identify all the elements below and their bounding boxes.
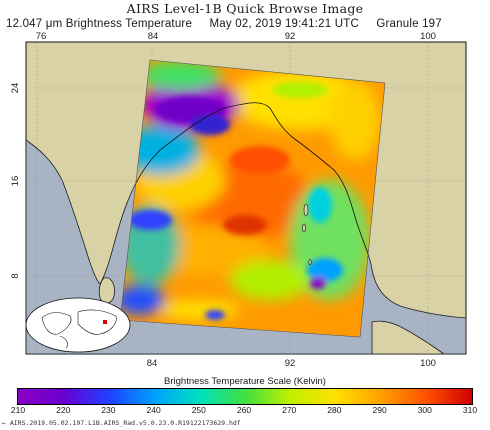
colorbar-tick-labels: 210 220 230 240 250 260 270 280 290 300 310 [0,405,490,417]
map-tick-label: 8 [10,273,21,278]
colorbar-tick-label: 300 [417,405,432,415]
locator-marker [103,320,107,324]
filename-text: AIRS.2019.05.02.197.L1B.AIRS_Rad.v5.0.23… [9,419,241,427]
colorbar-tick-label: 310 [462,405,478,415]
source-filename: ← AIRS.2019.05.02.197.L1B.AIRS_Rad.v5.0.… [2,419,241,427]
brightness-temperature-map: 76 84 92 100 84 92 100 24 16 8 [10,31,467,369]
map-tick-label: 100 [420,358,436,369]
image-subtitle: 12.047 μm Brightness Temperature May 02,… [6,18,490,30]
swath-outline [119,59,386,338]
sri-lanka-land [98,277,115,304]
colorbar-tick-label: 210 [10,405,26,415]
datetime-label: May 02, 2019 19:41:21 UTC [209,18,359,30]
channel-label: 12.047 μm Brightness Temperature [6,18,193,30]
map-tick-label: 92 [285,31,296,42]
colorbar [17,388,473,405]
colorbar-tick-label: 270 [282,405,297,415]
granule-label: Granule 197 [376,18,442,30]
colorbar-tick-label: 260 [236,405,252,415]
colorbar-tick-label: 280 [327,405,342,415]
sumatra-land [371,320,446,355]
colorbar-tick-label: 230 [101,405,116,415]
colorbar-tick-label: 250 [191,405,206,415]
airs-swath [120,60,385,337]
map-tick-label: 92 [285,358,296,369]
andaman-islands [302,203,312,265]
map-tick-label: 76 [36,31,47,42]
map-tick-label: 16 [10,176,21,187]
colorbar-tick-label: 290 [372,405,387,415]
colorbar-title: Brightness Temperature Scale (Kelvin) [164,376,326,387]
map-tick-label: 84 [147,358,158,369]
world-locator-inset [25,297,131,353]
map-tick-label: 84 [148,31,159,42]
map-tick-label: 24 [10,83,21,94]
colorbar-tick-label: 240 [146,405,161,415]
colorbar-tick-label: 220 [56,405,71,415]
image-title: AIRS Level-1B Quick Browse Image [126,1,364,16]
map-tick-label: 100 [420,31,436,42]
